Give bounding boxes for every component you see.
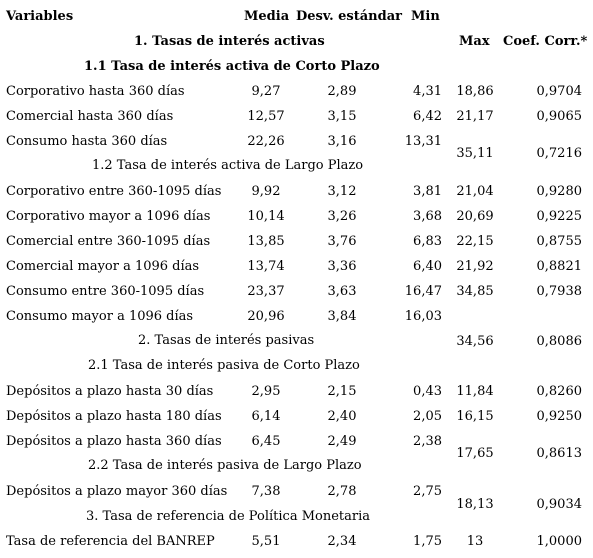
cell-min: 3,81 [413,184,442,199]
cell-max: 13 [466,534,484,549]
cell-desv: 2,78 [327,484,357,499]
cell-min: 4,31 [413,84,442,99]
cell-media: 13,85 [247,234,285,249]
cell-min: 6,83 [413,234,442,249]
cell-media: 6,45 [251,434,281,449]
cell-coef: 0,9034 [536,497,583,512]
header-max: Max [459,34,490,49]
cell-desv: 3,63 [327,284,357,299]
cell-max: 18,13 [456,497,494,512]
cell-coef: 0,8260 [536,384,583,399]
cell-coef: 0,8613 [536,446,583,461]
cell-desv: 2,15 [327,384,357,399]
row-label: Depósitos a plazo mayor 360 días [6,484,228,499]
cell-min: 13,31 [404,134,442,149]
row-label: Tasa de referencia del BANREP [6,534,215,549]
cell-max: 20,69 [456,209,494,224]
header-media: Media [244,9,290,24]
cell-max: 11,84 [456,384,494,399]
cell-max: 34,56 [456,334,494,349]
section-1-1-heading: 1.1 Tasa de interés activa de Corto Plaz… [84,59,380,74]
header-min: Min [411,9,440,24]
cell-media: 5,51 [251,534,281,549]
cell-coef: 1,0000 [536,534,583,549]
section-2-2-heading: 2.2 Tasa de interés pasiva de Largo Plaz… [88,458,362,473]
cell-media: 6,14 [251,409,281,424]
cell-max: 21,17 [456,109,494,124]
cell-min: 6,40 [413,259,442,274]
cell-media: 10,14 [247,209,285,224]
row-label: Consumo mayor a 1096 días [6,309,194,324]
cell-min: 0,43 [413,384,442,399]
cell-min: 2,75 [413,484,442,499]
section-2-1-heading: 2.1 Tasa de interés pasiva de Corto Plaz… [88,358,360,373]
cell-coef: 0,9704 [536,84,583,99]
section-1-2-heading: 1.2 Tasa de interés activa de Largo Plaz… [92,158,364,173]
cell-desv: 3,36 [327,259,357,274]
row-label: Comercial hasta 360 días [6,109,174,124]
cell-coef: 0,7216 [536,146,583,161]
cell-media: 13,74 [247,259,285,274]
row-label: Depósitos a plazo hasta 180 días [6,409,222,424]
cell-min: 3,68 [413,209,442,224]
cell-desv: 3,12 [327,184,357,199]
row-label: Depósitos a plazo hasta 360 días [6,434,222,449]
section-2-heading: 2. Tasas de interés pasivas [138,333,315,348]
cell-min: 2,05 [413,409,442,424]
row-label: Depósitos a plazo hasta 30 días [6,384,214,399]
cell-coef: 0,9280 [536,184,583,199]
cell-min: 2,38 [413,434,442,449]
cell-coef: 0,9225 [536,209,583,224]
row-label: Consumo entre 360-1095 días [6,284,205,299]
cell-max: 35,11 [456,146,494,161]
cell-desv: 3,16 [327,134,357,149]
row-label: Comercial mayor a 1096 días [6,259,200,274]
cell-min: 16,03 [404,309,442,324]
cell-min: 1,75 [413,534,442,549]
section-3-heading: 3. Tasa de referencia de Política Moneta… [86,509,371,524]
cell-max: 17,65 [456,446,494,461]
cell-media: 22,26 [247,134,285,149]
cell-coef: 0,8755 [536,234,583,249]
cell-media: 7,38 [251,484,281,499]
cell-desv: 3,84 [327,309,357,324]
cell-desv: 2,89 [327,84,357,99]
cell-coef: 0,8086 [536,334,583,349]
cell-coef: 0,9065 [536,109,583,124]
cell-media: 20,96 [247,309,285,324]
row-label: Consumo hasta 360 días [6,134,168,149]
row-label: Comercial entre 360-1095 días [6,234,211,249]
header-variables: Variables [6,9,74,24]
cell-max: 18,86 [456,84,494,99]
cell-desv: 3,15 [327,109,357,124]
section-1-heading: 1. Tasas de interés activas [134,34,325,49]
cell-coef: 0,9250 [536,409,583,424]
cell-coef: 0,7938 [536,284,583,299]
cell-desv: 3,76 [327,234,357,249]
cell-max: 16,15 [456,409,494,424]
row-label: Corporativo entre 360-1095 días [6,184,222,199]
cell-media: 9,92 [251,184,281,199]
cell-max: 21,04 [456,184,494,199]
cell-media: 23,37 [247,284,285,299]
header-coef: Coef. Corr.* [503,34,588,49]
cell-coef: 0,8821 [536,259,583,274]
cell-desv: 2,49 [327,434,357,449]
cell-media: 2,95 [251,384,281,399]
cell-min: 16,47 [404,284,442,299]
cell-max: 34,85 [456,284,494,299]
cell-max: 21,92 [456,259,494,274]
cell-desv: 2,34 [327,534,357,549]
cell-max: 22,15 [456,234,494,249]
cell-desv: 2,40 [327,409,357,424]
cell-media: 12,57 [247,109,285,124]
row-label: Corporativo hasta 360 días [6,84,185,99]
cell-desv: 3,26 [327,209,357,224]
cell-min: 6,42 [413,109,442,124]
row-label: Corporativo mayor a 1096 días [6,209,211,224]
cell-media: 9,27 [251,84,281,99]
header-desv: Desv. estándar [296,9,402,24]
